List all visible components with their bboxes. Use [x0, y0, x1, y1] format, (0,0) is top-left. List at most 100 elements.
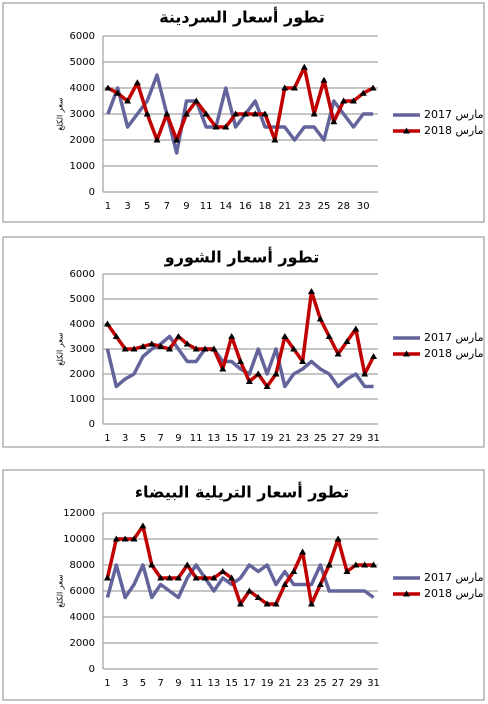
marker	[121, 345, 129, 352]
marker	[174, 333, 182, 339]
x-tick-label: 16	[239, 201, 252, 212]
x-tick-label: 19	[261, 678, 274, 689]
marker	[261, 110, 269, 117]
marker	[228, 333, 236, 339]
marker	[237, 600, 244, 607]
x-tick-label: 31	[367, 433, 380, 444]
legend-marker	[403, 127, 410, 134]
marker	[183, 340, 191, 347]
marker	[130, 535, 138, 542]
marker	[210, 345, 218, 352]
y-tick-label: 5000	[70, 57, 95, 68]
marker	[112, 535, 120, 542]
panel-border	[2, 2, 485, 223]
legend-label: مارس 2018	[424, 124, 484, 137]
marker	[201, 345, 209, 352]
marker	[148, 561, 156, 568]
y-tick-label: 2000	[70, 369, 95, 380]
marker	[310, 110, 318, 117]
series-line	[105, 563, 375, 600]
x-tick-label: 21	[278, 201, 291, 212]
legend-label: مارس 2017	[424, 571, 484, 584]
marker	[251, 110, 259, 117]
x-tick-label: 5	[144, 201, 150, 212]
x-tick-label: 23	[298, 201, 311, 212]
marker	[139, 522, 147, 529]
x-tick-label: 31	[367, 678, 380, 689]
marker	[349, 97, 357, 104]
marker	[174, 574, 182, 581]
y-tick-label: 6000	[70, 269, 95, 280]
x-tick-label: 21	[278, 678, 291, 689]
marker	[343, 338, 351, 344]
x-tick-label: 9	[175, 433, 181, 444]
marker	[307, 288, 315, 294]
x-tick-label: 7	[164, 201, 170, 212]
marker	[334, 535, 342, 542]
marker	[281, 333, 289, 339]
x-tick-label: 25	[318, 201, 331, 212]
marker	[316, 315, 324, 322]
x-tick-label: 3	[122, 678, 128, 689]
series-line	[106, 289, 376, 389]
marker	[272, 600, 280, 607]
x-tick-label: 23	[296, 678, 309, 689]
x-tick-label: 13	[208, 678, 221, 689]
marker	[245, 587, 253, 594]
marker	[316, 581, 324, 587]
marker	[103, 574, 111, 581]
marker	[210, 574, 218, 581]
marker	[370, 561, 378, 568]
marker	[219, 568, 227, 574]
y-tick-label: 10000	[63, 534, 95, 545]
x-tick-label: 14	[219, 201, 232, 212]
y-tick-label: 4000	[70, 83, 95, 94]
x-tick-label: 25	[314, 678, 327, 689]
marker	[212, 123, 220, 130]
marker	[130, 345, 138, 352]
marker	[133, 79, 141, 86]
y-tick-label: 2000	[70, 638, 95, 649]
y-tick-label: 4000	[70, 612, 95, 623]
marker	[228, 574, 236, 581]
chart-panel: تطور أسعار التريلية البيضاء سعر الكلغ 0 200…	[2, 469, 485, 701]
y-tick-label: 4000	[70, 319, 95, 330]
panel-border	[2, 236, 485, 448]
x-tick-label: 15	[225, 678, 238, 689]
marker	[272, 370, 280, 377]
x-tick-label: 11	[200, 201, 213, 212]
marker	[320, 76, 328, 83]
marker	[281, 84, 289, 91]
x-tick-label: 27	[332, 433, 345, 444]
x-tick-label: 11	[190, 678, 203, 689]
marker	[361, 370, 369, 377]
y-tick-label: 3000	[70, 344, 95, 355]
y-axis-label: سعر الكلغ	[56, 574, 65, 608]
legend-label: مارس 2018	[424, 347, 484, 360]
legend-label: مارس 2018	[424, 587, 484, 600]
marker	[182, 110, 190, 117]
marker	[290, 345, 298, 352]
chart-panel: تطور أسعار السردينة سعر الكلغ 0 1000 2000 300…	[2, 2, 485, 223]
x-tick-label: 1	[105, 201, 111, 212]
marker	[241, 110, 249, 117]
y-axis-label: سعر الكلغ	[56, 97, 65, 131]
x-tick-label: 27	[332, 678, 345, 689]
x-tick-label: 13	[208, 433, 221, 444]
x-tick-label: 7	[157, 433, 163, 444]
x-tick-label: 15	[225, 433, 238, 444]
marker	[340, 97, 348, 104]
legend-label: مارس 2017	[424, 331, 484, 344]
marker	[192, 345, 200, 352]
marker	[232, 110, 240, 117]
x-tick-label: 18	[259, 201, 272, 212]
marker	[307, 600, 315, 607]
legend-label: مارس 2017	[424, 108, 484, 121]
y-tick-label: 0	[89, 187, 95, 198]
marker	[157, 574, 165, 581]
marker	[263, 600, 271, 607]
chart-panel: تطور أسعار الشورو سعر الكلغ 0 1000 2000 3000 4…	[2, 236, 485, 448]
marker	[139, 343, 147, 349]
marker	[166, 345, 174, 352]
x-tick-label: 1	[104, 433, 110, 444]
